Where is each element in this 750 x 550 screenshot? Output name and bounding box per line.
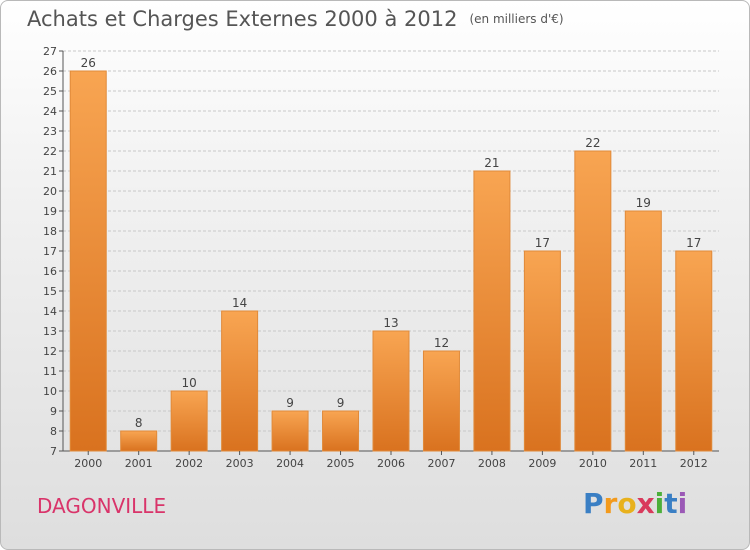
y-tick-label: 26 (43, 65, 57, 78)
x-tick-label: 2005 (327, 457, 355, 470)
bar-value-label: 9 (337, 396, 345, 410)
y-tick-label: 20 (43, 185, 57, 198)
bar-value-label: 13 (383, 316, 398, 330)
x-tick-label: 2004 (276, 457, 304, 470)
logo-letter: i (677, 487, 688, 520)
x-tick-label: 2003 (226, 457, 254, 470)
x-tick-label: 2006 (377, 457, 405, 470)
x-tick-label: 2001 (125, 457, 153, 470)
bar (170, 390, 208, 452)
bar-value-label: 22 (585, 136, 600, 150)
y-tick-label: 10 (43, 385, 57, 398)
x-tick-label: 2012 (680, 457, 708, 470)
bar (120, 430, 158, 452)
logo-letter: i (654, 487, 665, 520)
logo-letter: o (617, 487, 637, 520)
y-tick-label: 18 (43, 225, 57, 238)
proxiti-logo: Proxiti (583, 487, 687, 520)
bar (271, 410, 309, 452)
chart-title-text: Achats et Charges Externes 2000 à 2012 (27, 7, 458, 31)
logo-letter: r (603, 487, 618, 520)
bar (523, 250, 561, 452)
bar-value-label: 17 (686, 236, 701, 250)
x-tick-label: 2007 (427, 457, 455, 470)
x-tick-label: 2011 (629, 457, 657, 470)
bar (372, 330, 410, 452)
y-tick-label: 11 (43, 365, 57, 378)
bar (221, 310, 259, 452)
chart-title: Achats et Charges Externes 2000 à 2012 (e… (27, 7, 564, 31)
bar (574, 150, 612, 452)
bar-value-label: 19 (636, 196, 651, 210)
y-tick-label: 22 (43, 145, 57, 158)
y-tick-label: 17 (43, 245, 57, 258)
y-tick-label: 13 (43, 325, 57, 338)
x-tick-label: 2000 (74, 457, 102, 470)
x-tick-label: 2009 (528, 457, 556, 470)
y-tick-label: 23 (43, 125, 57, 138)
y-tick-label: 9 (50, 405, 57, 418)
bar-value-label: 14 (232, 296, 247, 310)
y-tick-label: 27 (43, 45, 57, 58)
y-tick-label: 25 (43, 85, 57, 98)
y-tick-label: 7 (50, 445, 57, 458)
bar-value-label: 8 (135, 416, 143, 430)
bar (624, 210, 662, 452)
y-tick-label: 15 (43, 285, 57, 298)
logo-letter: t (664, 487, 678, 520)
bar (322, 410, 360, 452)
y-tick-label: 12 (43, 345, 57, 358)
bar-value-label: 17 (535, 236, 550, 250)
y-tick-label: 21 (43, 165, 57, 178)
logo-letter: x (636, 487, 655, 520)
y-tick-label: 19 (43, 205, 57, 218)
x-tick-label: 2002 (175, 457, 203, 470)
bar-value-label: 12 (434, 336, 449, 350)
bar-value-label: 9 (286, 396, 294, 410)
bar (675, 250, 713, 452)
y-tick-label: 16 (43, 265, 57, 278)
commune-name: DAGONVILLE (37, 494, 167, 518)
unit-label: (en milliers d'€) (469, 12, 564, 26)
bar-value-label: 10 (182, 376, 197, 390)
y-tick-label: 24 (43, 105, 57, 118)
bar-value-label: 26 (81, 56, 96, 70)
x-tick-label: 2010 (579, 457, 607, 470)
x-tick-label: 2008 (478, 457, 506, 470)
y-tick-label: 8 (50, 425, 57, 438)
logo-letter: P (583, 487, 604, 520)
bar-value-label: 21 (484, 156, 499, 170)
bar (69, 70, 107, 452)
y-tick-label: 14 (43, 305, 57, 318)
bar (422, 350, 460, 452)
bar (473, 170, 511, 452)
